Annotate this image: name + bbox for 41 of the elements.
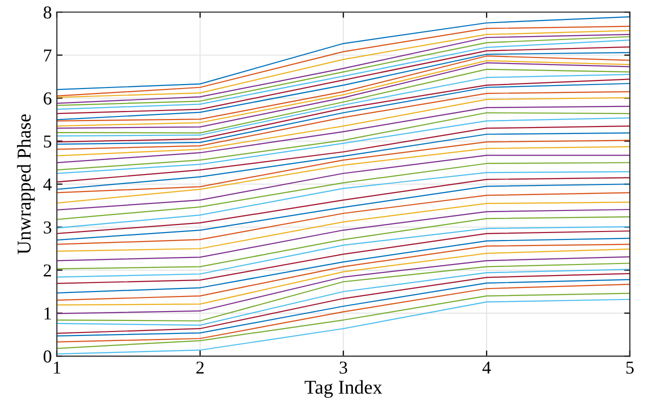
y-axis-title: Unwrapped Phase <box>16 114 35 254</box>
line-series <box>56 262 630 322</box>
line-series <box>56 284 630 342</box>
line-series <box>56 177 630 234</box>
x-tick-label: 3 <box>340 362 348 374</box>
x-tick-label: 2 <box>196 362 204 374</box>
y-tick-label: 5 <box>44 136 52 148</box>
y-tick-label: 2 <box>44 264 51 276</box>
x-tick-label: 5 <box>626 362 634 374</box>
line-series <box>56 97 630 156</box>
y-tick-label: 0 <box>44 350 52 363</box>
line-series <box>56 162 630 220</box>
line-series <box>56 106 630 164</box>
line-series <box>56 132 630 190</box>
x-tick-label: 4 <box>482 362 491 374</box>
line-series <box>56 216 630 270</box>
line-series <box>56 202 630 252</box>
y-tick-label: 3 <box>44 221 52 234</box>
line-series <box>56 238 630 294</box>
line-series <box>56 126 630 183</box>
line-series <box>56 154 630 210</box>
y-tick-label: 8 <box>44 6 52 19</box>
line-series <box>56 256 630 314</box>
y-tick-label: 6 <box>44 92 52 105</box>
line-series <box>56 140 630 194</box>
line-series <box>56 268 630 326</box>
line-series <box>56 91 630 150</box>
x-axis-title: Tag Index <box>304 380 382 398</box>
y-tick-label: 1 <box>44 307 51 320</box>
y-tick-label: 7 <box>44 50 52 62</box>
line-series <box>56 16 630 90</box>
y-tick-label: 4 <box>43 178 52 190</box>
line-series <box>56 171 630 229</box>
line-series <box>56 208 630 262</box>
line-series <box>56 192 630 245</box>
line-series <box>56 226 630 278</box>
line-series <box>56 292 630 349</box>
x-tick-label: 1 <box>54 362 60 374</box>
line-series <box>56 230 630 284</box>
line-series <box>56 184 630 241</box>
line-series <box>56 146 630 204</box>
